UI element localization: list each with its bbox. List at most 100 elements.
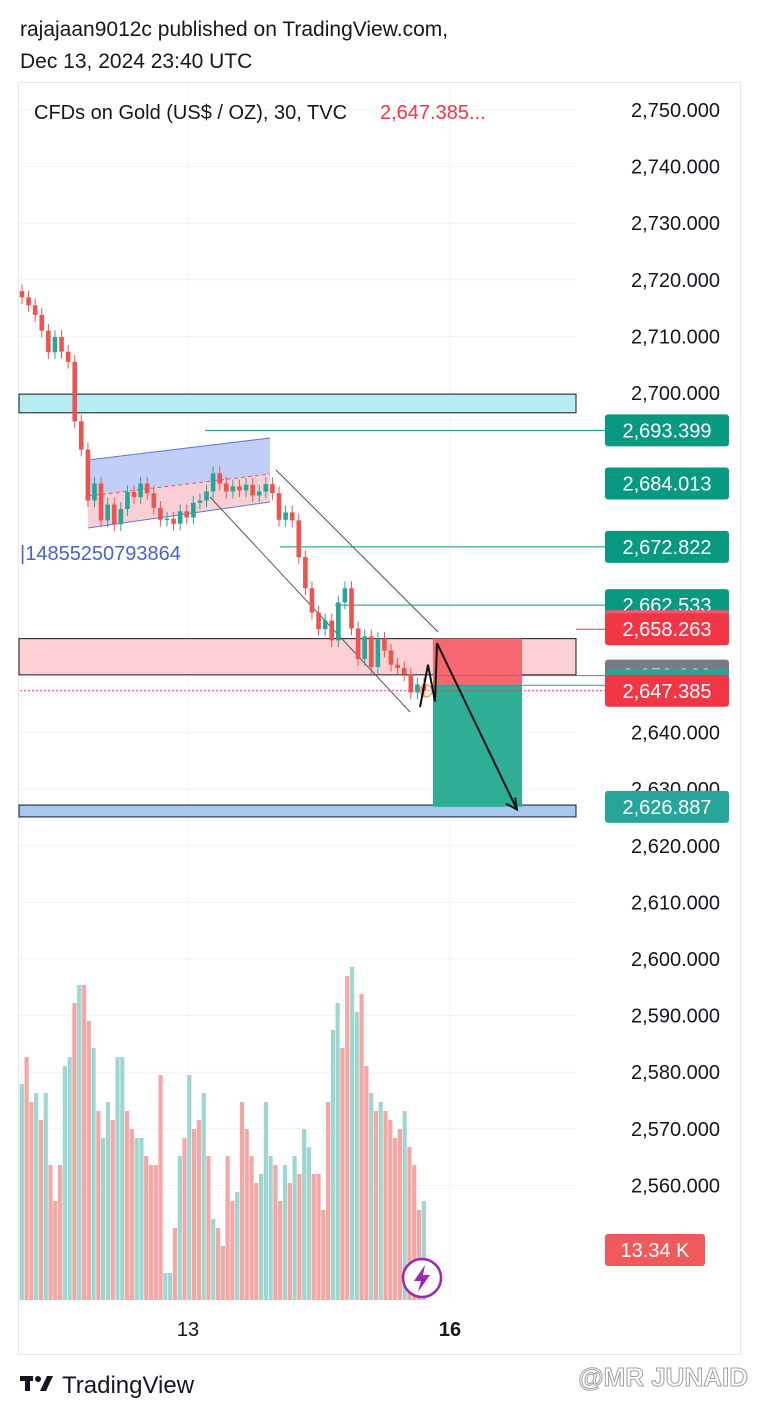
candle [276,486,282,527]
candle [342,581,348,610]
price-badge: 2,672.822 [605,530,729,563]
volume-bar [335,1003,340,1300]
x-tick-label: 16 [439,1319,461,1341]
volume-bar [321,1210,326,1300]
volume-bar [421,1201,426,1300]
price-badge: 2,684.013 [605,467,729,500]
volume-bar [201,1093,206,1300]
candle-body [19,291,25,298]
publisher-line: rajajaan9012c published on TradingView.c… [20,18,449,41]
volume-bar [254,1183,259,1300]
candle-body [329,620,335,641]
candle-body [164,518,170,521]
candle-body [39,314,45,331]
candles [19,284,427,700]
candle-body [210,473,216,492]
price-badge-text: 2,693.399 [623,420,712,442]
price-badge: 2,658.263 [605,613,729,646]
projection-arrow-head [505,797,519,812]
volume-bar [72,1003,77,1300]
candle [46,323,51,360]
volume-bar [244,1129,249,1300]
volume-bar [29,1102,34,1300]
candle-body [191,502,196,518]
candle [85,442,91,508]
candle [138,476,143,504]
volume-bar [359,994,364,1300]
lightning-icon[interactable] [401,1257,443,1299]
candle-body [336,602,341,641]
candle [26,290,31,313]
candle [303,550,308,596]
candle [164,511,170,527]
candle-body [237,486,242,491]
candle-body [111,504,117,525]
candle [184,504,190,525]
candle-body [263,484,269,492]
y-tick-label: 2,700.000 [631,383,720,405]
volume-bar [311,1174,316,1300]
price-badge-bg [605,613,729,646]
price-badge-bg [605,790,729,823]
candle-body [105,504,110,521]
candle [39,308,45,338]
volume-bar [373,1111,379,1300]
tradingview-logo[interactable]: TradingView [20,1372,194,1400]
candle-body [395,664,400,669]
projection-zigzag [419,643,438,708]
candle [283,505,288,527]
volume-bar [249,1156,254,1300]
volume-bar [163,1273,168,1300]
volume-bar [187,1075,192,1300]
candle-body [309,588,315,613]
candle [322,613,328,636]
volume-bar [302,1129,307,1300]
volume-bar [392,1138,398,1300]
candle [336,595,341,648]
volume-badge-bg [605,1234,705,1266]
candle-body [52,336,58,353]
volume-bar [263,1102,268,1300]
volume-bar [81,985,87,1300]
candle-body [296,520,302,558]
candle [401,661,407,682]
candle [223,476,229,499]
volume-bar [206,1156,211,1300]
candle [289,505,295,528]
volume-bar [340,1048,345,1300]
annotation-label: |14855250793864 [20,543,181,565]
y-tick-label: 2,620.000 [631,836,720,858]
candle [144,476,150,500]
candle [118,502,124,532]
candle [230,479,236,499]
candle-body [303,557,308,589]
candle [98,476,104,528]
candle [395,657,400,675]
candle-body [276,493,282,520]
price-badge-text: 2,626.887 [623,797,712,819]
candle [368,629,374,674]
volume-bar [86,1021,91,1300]
candle-body [158,507,163,520]
candle [408,667,414,700]
candle-body [342,588,348,603]
candle-body [223,483,229,492]
volume-bar [258,1174,264,1300]
price-badge: 2,626.887 [605,790,729,823]
lightning-icon-bolt [414,1265,430,1292]
candle-body [362,636,367,660]
candle [243,477,249,498]
volume-bar [388,1120,393,1300]
candle-body [388,650,394,665]
candle-body [270,484,275,494]
volume-bars [19,967,426,1300]
candle-body [65,351,71,362]
candle [52,330,58,360]
candle-body [197,500,203,503]
candle [382,631,387,658]
chart-frame [18,82,741,1355]
flag-line [87,437,271,461]
candle [309,581,315,620]
volume-bar [134,1138,139,1300]
